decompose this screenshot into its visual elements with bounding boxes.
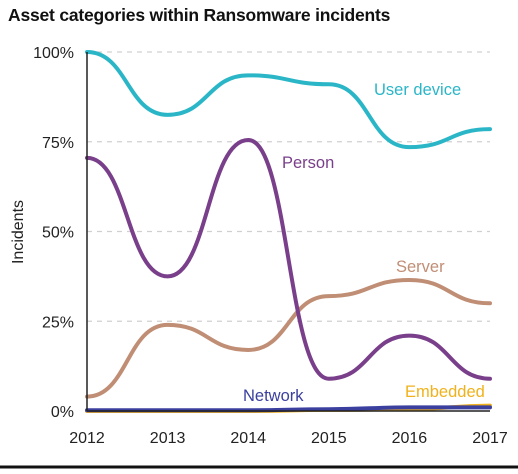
x-tick-label: 2012 xyxy=(69,430,105,447)
series-line-server xyxy=(85,277,492,399)
series-line-person xyxy=(85,137,492,381)
y-tick-label: 0% xyxy=(51,404,74,421)
series-line-user-device xyxy=(85,50,492,150)
series-label-network: Network xyxy=(243,387,304,405)
x-tick-label: 2014 xyxy=(230,430,266,447)
y-tick-label: 100% xyxy=(33,45,74,62)
x-tick-label: 2013 xyxy=(150,430,186,447)
series-label-user-device: User device xyxy=(374,81,461,99)
y-tick-labels: 0% 25% 50% 75% 100% xyxy=(33,45,74,421)
y-axis-label: Incidents xyxy=(10,200,27,264)
y-tick-label: 75% xyxy=(42,135,74,152)
x-tick-label: 2015 xyxy=(311,430,347,447)
y-tick-label: 50% xyxy=(42,225,74,242)
y-tick-label: 25% xyxy=(42,314,74,331)
series-label-server: Server xyxy=(396,258,445,276)
x-tick-labels: 2012 2013 2014 2015 2016 2017 xyxy=(69,430,508,447)
series-label-embedded: Embedded xyxy=(405,383,485,401)
x-tick-label: 2017 xyxy=(472,430,508,447)
x-tick-label: 2016 xyxy=(392,430,428,447)
chart-title: Asset categories within Ransomware incid… xyxy=(8,5,391,25)
series-labels: User device Person Server Network Embedded xyxy=(243,81,485,405)
series-label-person: Person xyxy=(282,154,334,172)
